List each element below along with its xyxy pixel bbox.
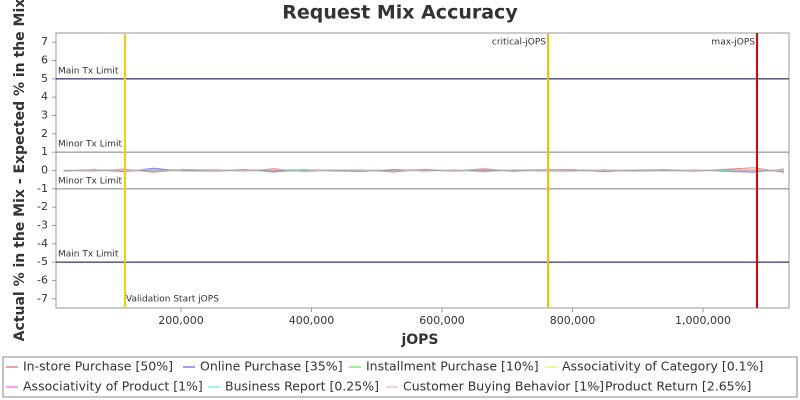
limit-label: Main Tx Limit (58, 66, 119, 76)
marker-label: critical-jOPS (492, 38, 546, 48)
marker-label: Validation Start jOPS (126, 295, 219, 305)
y-tick-label: 3 (41, 109, 48, 122)
limit-label: Minor Tx Limit (58, 140, 123, 150)
y-tick-label: 2 (41, 127, 48, 140)
y-tick-label: -4 (37, 237, 48, 250)
limit-label: Minor Tx Limit (58, 176, 123, 186)
y-tick-label: -7 (37, 292, 48, 305)
legend-label: Customer Buying Behavior [1%] (403, 379, 604, 394)
x-tick-label: 400,000 (289, 314, 335, 327)
x-tick-label: 200,000 (158, 314, 204, 327)
y-tick-label: -5 (37, 255, 48, 268)
limit-label: Main Tx Limit (58, 250, 119, 260)
legend-label: Associativity of Product [1%] (23, 379, 203, 394)
y-tick-label: 4 (41, 90, 48, 103)
x-tick-label: 600,000 (419, 314, 465, 327)
y-axis-label: Actual % in the Mix - Expected % in the … (12, 0, 28, 341)
y-tick-label: -6 (37, 274, 48, 287)
y-tick-label: 7 (41, 35, 48, 48)
legend-label: Installment Purchase [10%] (366, 359, 539, 374)
x-tick-label: 800,000 (550, 314, 596, 327)
y-tick-label: 6 (41, 54, 48, 67)
y-tick-label: 1 (41, 145, 48, 158)
legend-box (2, 356, 798, 398)
legend-label: In-store Purchase [50%] (23, 359, 173, 374)
y-tick-label: 5 (41, 72, 48, 85)
y-tick-label: -3 (37, 219, 48, 232)
x-tick-label: 1,000,000 (675, 314, 731, 327)
series-line (63, 169, 784, 172)
y-tick-label: -2 (37, 200, 48, 213)
y-tick-label: -1 (37, 182, 48, 195)
y-tick-label: 0 (41, 164, 48, 177)
legend-label: Associativity of Category [0.1%] (562, 359, 763, 374)
marker-label: max-jOPS (711, 38, 755, 48)
legend-label: Business Report [0.25%] (225, 379, 379, 394)
legend-label: Product Return [2.65%] (605, 379, 751, 394)
chart-title: Request Mix Accuracy (282, 2, 518, 24)
legend-label: Online Purchase [35%] (200, 359, 343, 374)
x-axis-label: jOPS (400, 332, 438, 348)
series-line (63, 169, 784, 172)
